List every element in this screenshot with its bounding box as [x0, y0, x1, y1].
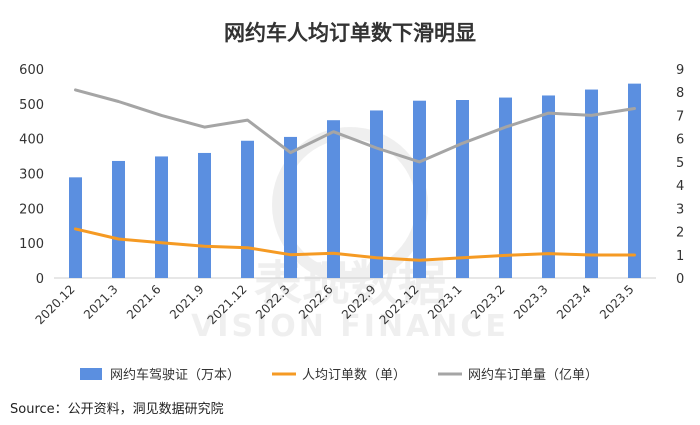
y-tick-label: 0 [36, 272, 44, 287]
bar [327, 120, 340, 278]
bar [284, 136, 297, 278]
bar [628, 83, 641, 278]
x-tick-label: 2021.6 [124, 282, 164, 322]
y2-tick-label: 6 [676, 133, 684, 148]
bar [499, 97, 512, 279]
legend-label: 网约车订单量（亿单） [468, 367, 598, 383]
legend-swatch [80, 368, 102, 380]
bar [456, 100, 469, 278]
y2-tick-label: 3 [676, 202, 684, 217]
bar [413, 100, 426, 278]
legend: 网约车驾驶证（万本） 人均订单数（单） 网约车订单量（亿单） [80, 367, 598, 383]
chart-title: 网约车人均订单数下滑明显 [224, 21, 476, 45]
bar [542, 95, 555, 279]
x-tick-label: 2020.12 [33, 282, 78, 327]
x-tick-label: 2023.4 [554, 282, 594, 322]
watermark: 表现数据 VISION FINANCE [191, 127, 509, 344]
bar [241, 140, 254, 278]
series-line [74, 227, 636, 262]
y-tick-label: 500 [19, 98, 44, 113]
y2-tick-label: 9 [676, 63, 684, 78]
x-tick-label: 2023.3 [511, 282, 551, 322]
y2-tick-label: 2 [676, 226, 684, 241]
y2-tick-label: 1 [676, 249, 684, 264]
y-tick-label: 100 [19, 237, 44, 252]
x-tick-label: 2021.3 [81, 282, 121, 322]
y-tick-label: 300 [19, 168, 44, 183]
watermark-sub-text: VISION FINANCE [191, 309, 509, 344]
legend-label: 人均订单数（单） [302, 368, 406, 383]
x-tick-label: 2023.5 [597, 282, 637, 322]
y2-tick-label: 4 [676, 179, 684, 194]
y-tick-label: 600 [19, 63, 44, 78]
y2-tick-label: 0 [676, 272, 684, 287]
bar [585, 89, 598, 278]
source-note: Source：公开资料，洞见数据研究院 [10, 402, 224, 417]
bar [112, 160, 125, 278]
y2-tick-label: 8 [676, 86, 684, 101]
y2-tick-label: 7 [676, 109, 684, 124]
y-tick-label: 400 [19, 133, 44, 148]
bar [198, 152, 211, 278]
series-line [74, 88, 636, 164]
legend-label: 网约车驾驶证（万本） [110, 367, 240, 383]
bar [370, 110, 383, 279]
bar [155, 156, 168, 278]
y2-tick-label: 5 [676, 156, 684, 171]
y-tick-label: 200 [19, 202, 44, 217]
